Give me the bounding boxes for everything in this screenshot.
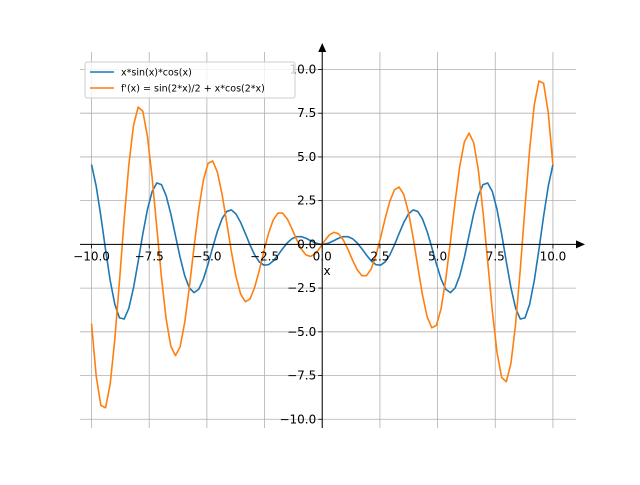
x-tick-label: 7.5 <box>486 249 505 263</box>
x-tick-label: −2.5 <box>250 249 279 263</box>
y-tick-label: −5.0 <box>287 325 316 339</box>
axes <box>80 43 585 428</box>
legend: x*sin(x)*cos(x) f'(x) = sin(2*x)/2 + x*c… <box>84 61 296 99</box>
x-tick-label: 0.0 <box>313 249 332 263</box>
x-tick-label: 10.0 <box>540 249 567 263</box>
y-tick-label: −7.5 <box>287 369 316 383</box>
y-axis-arrow <box>318 43 327 52</box>
x-tick-label: 2.5 <box>370 249 389 263</box>
legend-label-series-2: f'(x) = sin(2*x)/2 + x*cos(2*x) <box>121 84 265 95</box>
x-tick-label: −5.0 <box>192 249 221 263</box>
y-tick-label: 2.5 <box>297 194 316 208</box>
x-axis-arrow <box>576 240 585 249</box>
y-tick-label: −2.5 <box>287 281 316 295</box>
x-tick-label: 5.0 <box>428 249 447 263</box>
legend-label-series-1: x*sin(x)*cos(x) <box>121 68 192 79</box>
legend-box <box>84 61 296 99</box>
tick-labels: −10.0 −7.5 −5.0 −2.5 0.0 2.5 5.0 7.5 10.0 −10.0 −7… <box>73 62 566 426</box>
y-tick-label: −10.0 <box>279 412 316 426</box>
y-tick-label: 7.5 <box>297 106 316 120</box>
grid <box>80 52 576 428</box>
x-tick-label: −7.5 <box>135 249 164 263</box>
y-tick-label: 0.0 <box>297 237 316 251</box>
x-tick-label: −10.0 <box>73 249 110 263</box>
x-axis-label: x <box>323 264 330 278</box>
y-tick-label: 10.0 <box>290 62 317 76</box>
y-tick-label: 5.0 <box>297 150 316 164</box>
